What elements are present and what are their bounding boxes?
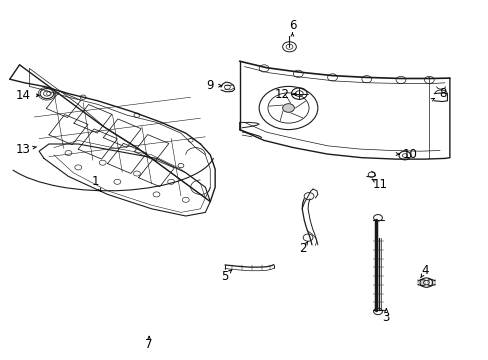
Text: 2: 2 — [299, 242, 306, 255]
Text: 9: 9 — [206, 79, 214, 92]
Text: 4: 4 — [421, 264, 428, 277]
Text: 7: 7 — [145, 338, 153, 351]
Text: 5: 5 — [221, 270, 228, 283]
Circle shape — [282, 104, 294, 112]
Text: 14: 14 — [16, 89, 31, 102]
Text: 8: 8 — [438, 87, 446, 100]
Text: 12: 12 — [275, 88, 289, 101]
Text: 6: 6 — [288, 19, 296, 32]
Text: 3: 3 — [382, 311, 389, 324]
Text: 10: 10 — [402, 148, 416, 161]
Text: 1: 1 — [91, 175, 99, 188]
Text: 13: 13 — [16, 143, 31, 156]
Text: 11: 11 — [372, 178, 387, 191]
